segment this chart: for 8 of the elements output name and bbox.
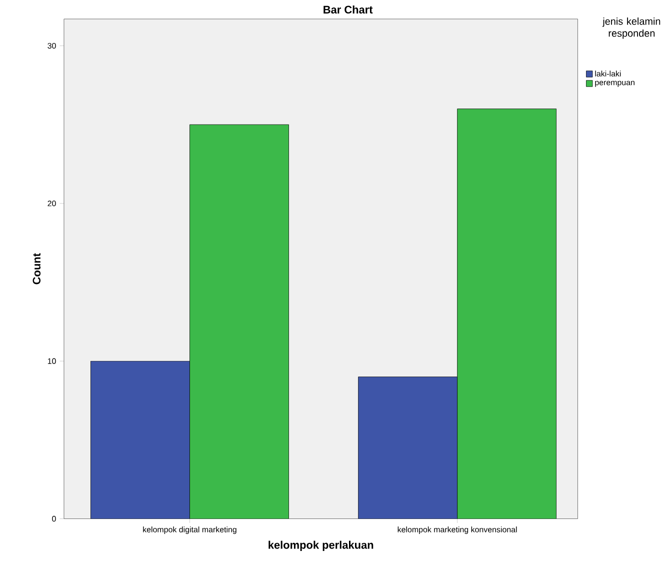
bar <box>190 124 289 519</box>
legend-title: jenis kelamin responden <box>602 18 660 39</box>
bar <box>457 108 557 519</box>
x-axis-title: kelompok perlakuan <box>268 540 374 552</box>
y-axis-title: Count <box>32 253 41 284</box>
bar <box>90 361 190 519</box>
chart-title: Bar Chart <box>324 6 373 14</box>
bar <box>358 376 458 519</box>
